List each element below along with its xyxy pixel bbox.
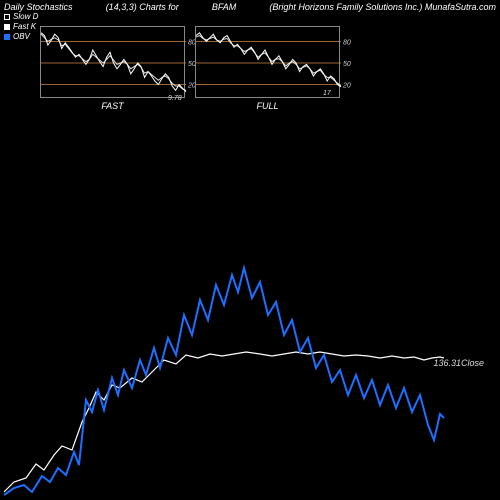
legend: Slow D Fast K OBV	[4, 12, 38, 42]
legend-item-slow-d: Slow D	[4, 12, 38, 22]
header-title: Daily Stochastics	[4, 2, 73, 12]
obv-marker	[4, 34, 10, 40]
header-company: (Bright Horizons Family Solutions Inc.) …	[269, 2, 496, 12]
fast-k-marker	[4, 24, 10, 30]
svg-text:17: 17	[323, 90, 332, 97]
svg-text:80: 80	[343, 39, 351, 46]
full-chart: 20508017 FULL	[195, 26, 340, 98]
close-label: 136.31Close	[433, 358, 484, 368]
header-params: (14,3,3) Charts for	[106, 2, 179, 12]
legend-label-obv: OBV	[13, 32, 30, 42]
fast-chart: 2050809.78 FAST	[40, 26, 185, 98]
legend-label-fast-k: Fast K	[13, 22, 36, 32]
main-chart: 136.31Close	[4, 120, 494, 496]
header-ticker: BFAM	[212, 2, 236, 12]
legend-item-fast-k: Fast K	[4, 22, 38, 32]
top-charts-row: 2050809.78 FAST 20508017 FULL	[0, 18, 500, 98]
legend-label-slow-d: Slow D	[13, 12, 38, 22]
full-chart-title: FULL	[196, 101, 339, 111]
legend-item-obv: OBV	[4, 32, 38, 42]
slow-d-marker	[4, 14, 10, 20]
svg-text:20: 20	[342, 83, 351, 90]
svg-text:50: 50	[343, 61, 351, 68]
fast-chart-title: FAST	[41, 101, 184, 111]
